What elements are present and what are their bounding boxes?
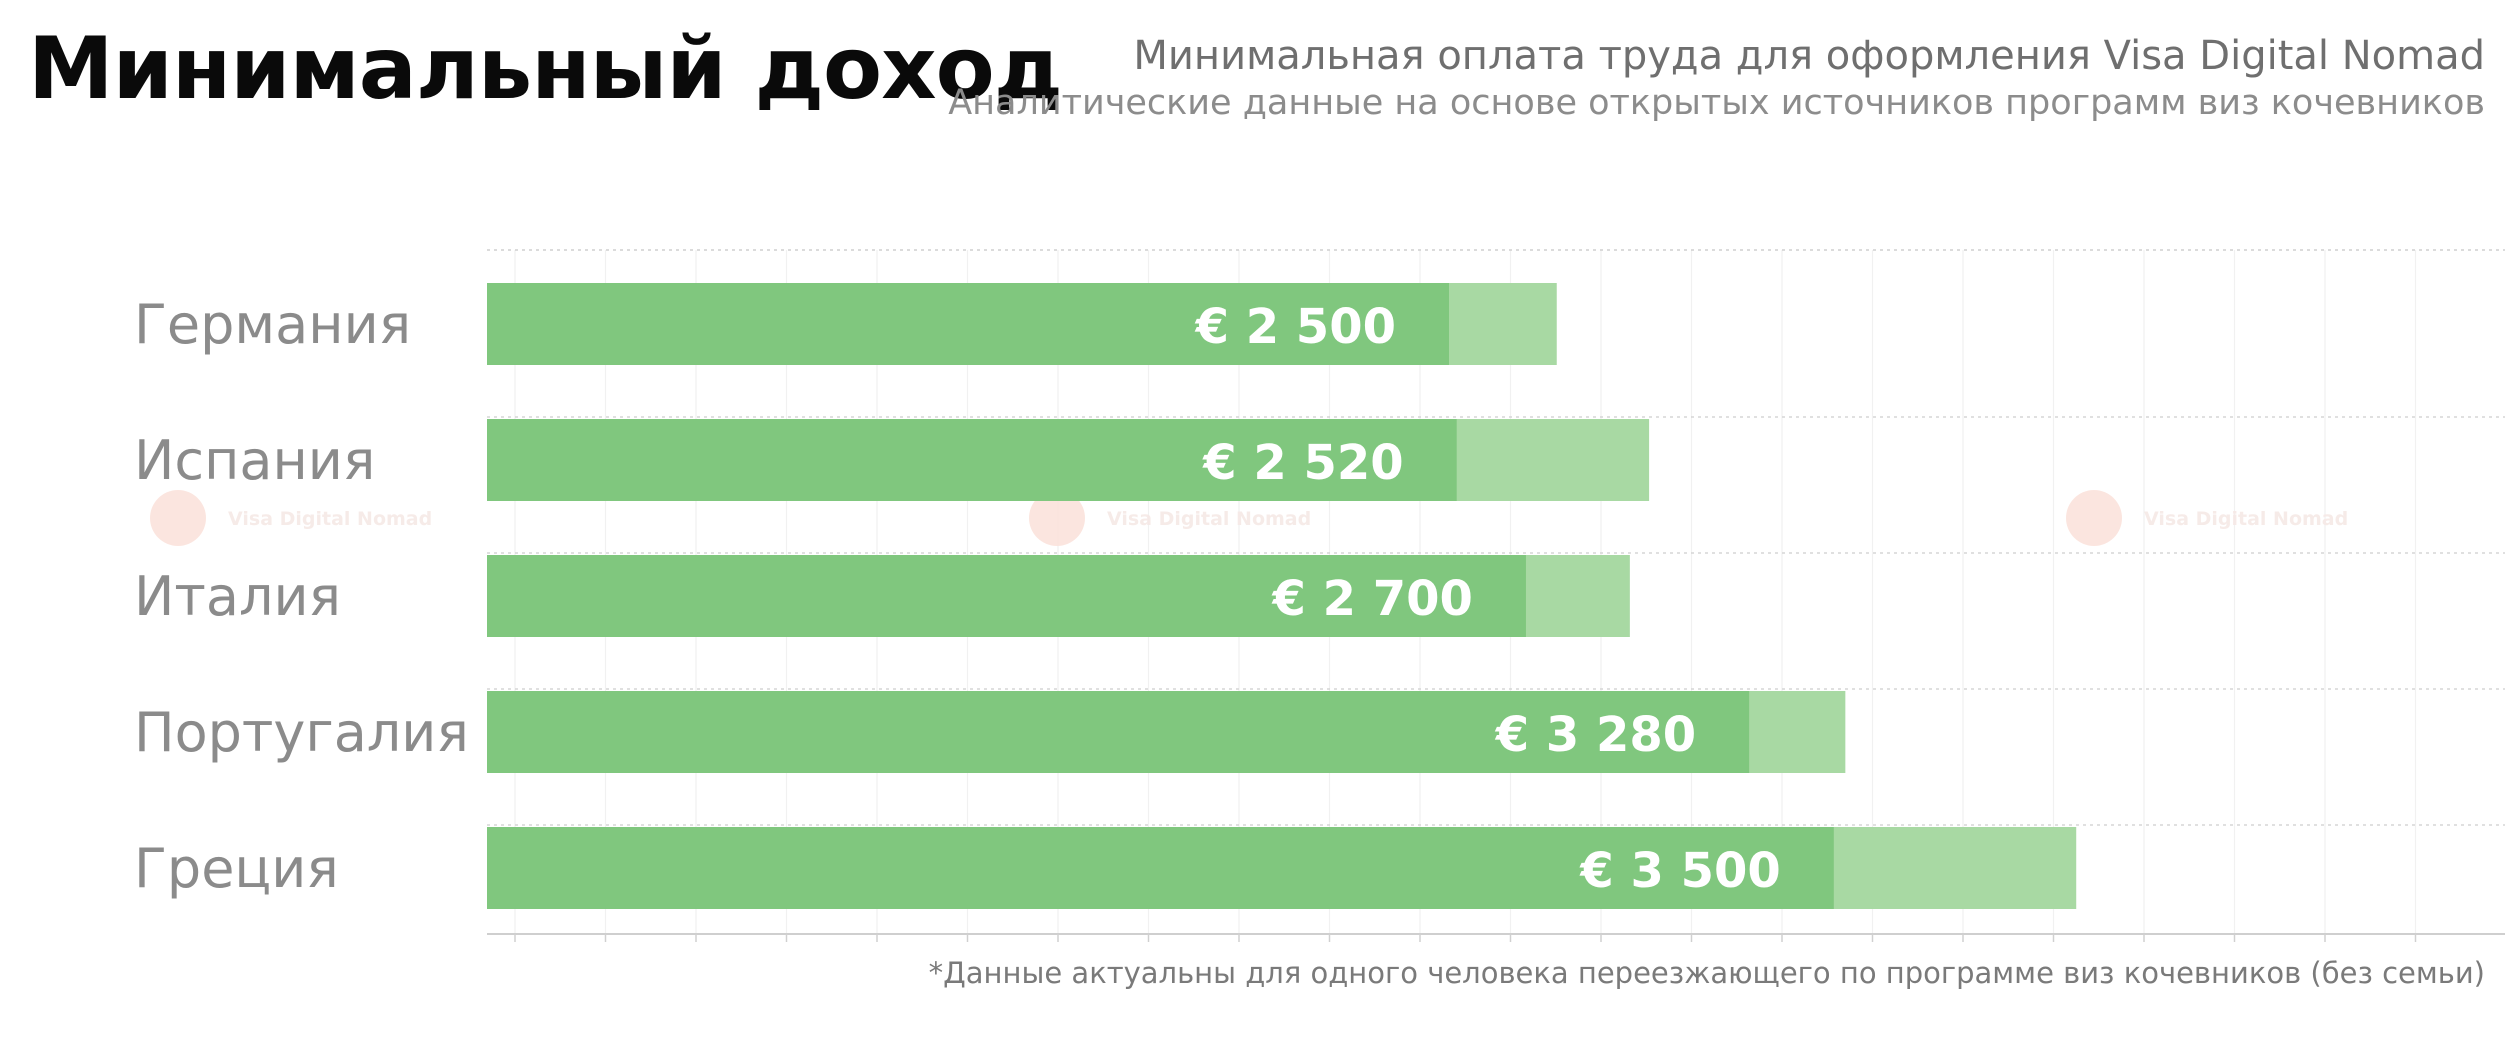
bar <box>487 419 1457 501</box>
value-label: € 2 500 <box>1195 299 1396 355</box>
chart-subtitle-secondary: Аналитические данные на основе открытых … <box>948 83 2485 123</box>
watermark-icon <box>2066 490 2122 546</box>
bar <box>487 827 1834 909</box>
watermark-icon <box>1029 490 1085 546</box>
watermark-logo: Visa Digital Nomad <box>1029 490 1311 546</box>
value-label: € 2 700 <box>1272 571 1473 627</box>
category-label: Германия <box>134 293 411 356</box>
labels: Германия € 2 500 Испания € 2 520 Италия € 2 7… <box>134 293 1781 900</box>
watermark-text: Visa Digital Nomad <box>2144 508 2348 530</box>
watermark-logo: Visa Digital Nomad <box>2066 490 2348 546</box>
category-label: Португалия <box>134 701 469 764</box>
category-label: Италия <box>134 565 341 628</box>
value-label: € 2 520 <box>1202 435 1403 491</box>
watermark-logo: Visa Digital Nomad <box>150 490 432 546</box>
watermark-text: Visa Digital Nomad <box>228 508 432 530</box>
bar <box>487 555 1526 637</box>
watermark-text: Visa Digital Nomad <box>1107 508 1311 530</box>
category-label: Греция <box>134 837 339 900</box>
value-label: € 3 280 <box>1495 707 1696 763</box>
chart-title: Минимальный доход <box>28 19 1063 119</box>
bar <box>487 283 1449 365</box>
chart-subtitle: Минимальная оплата труда для оформления … <box>1133 33 2485 79</box>
value-label: € 3 500 <box>1579 843 1780 899</box>
bar <box>487 691 1750 773</box>
watermark-icon <box>150 490 206 546</box>
chart-footnote: *Данные актуальны для одного человека пе… <box>928 956 2485 990</box>
watermark-layer: Visa Digital Nomad Visa Digital Nomad Visa… <box>150 490 2348 546</box>
bars <box>487 283 2077 909</box>
category-label: Испания <box>134 429 375 492</box>
